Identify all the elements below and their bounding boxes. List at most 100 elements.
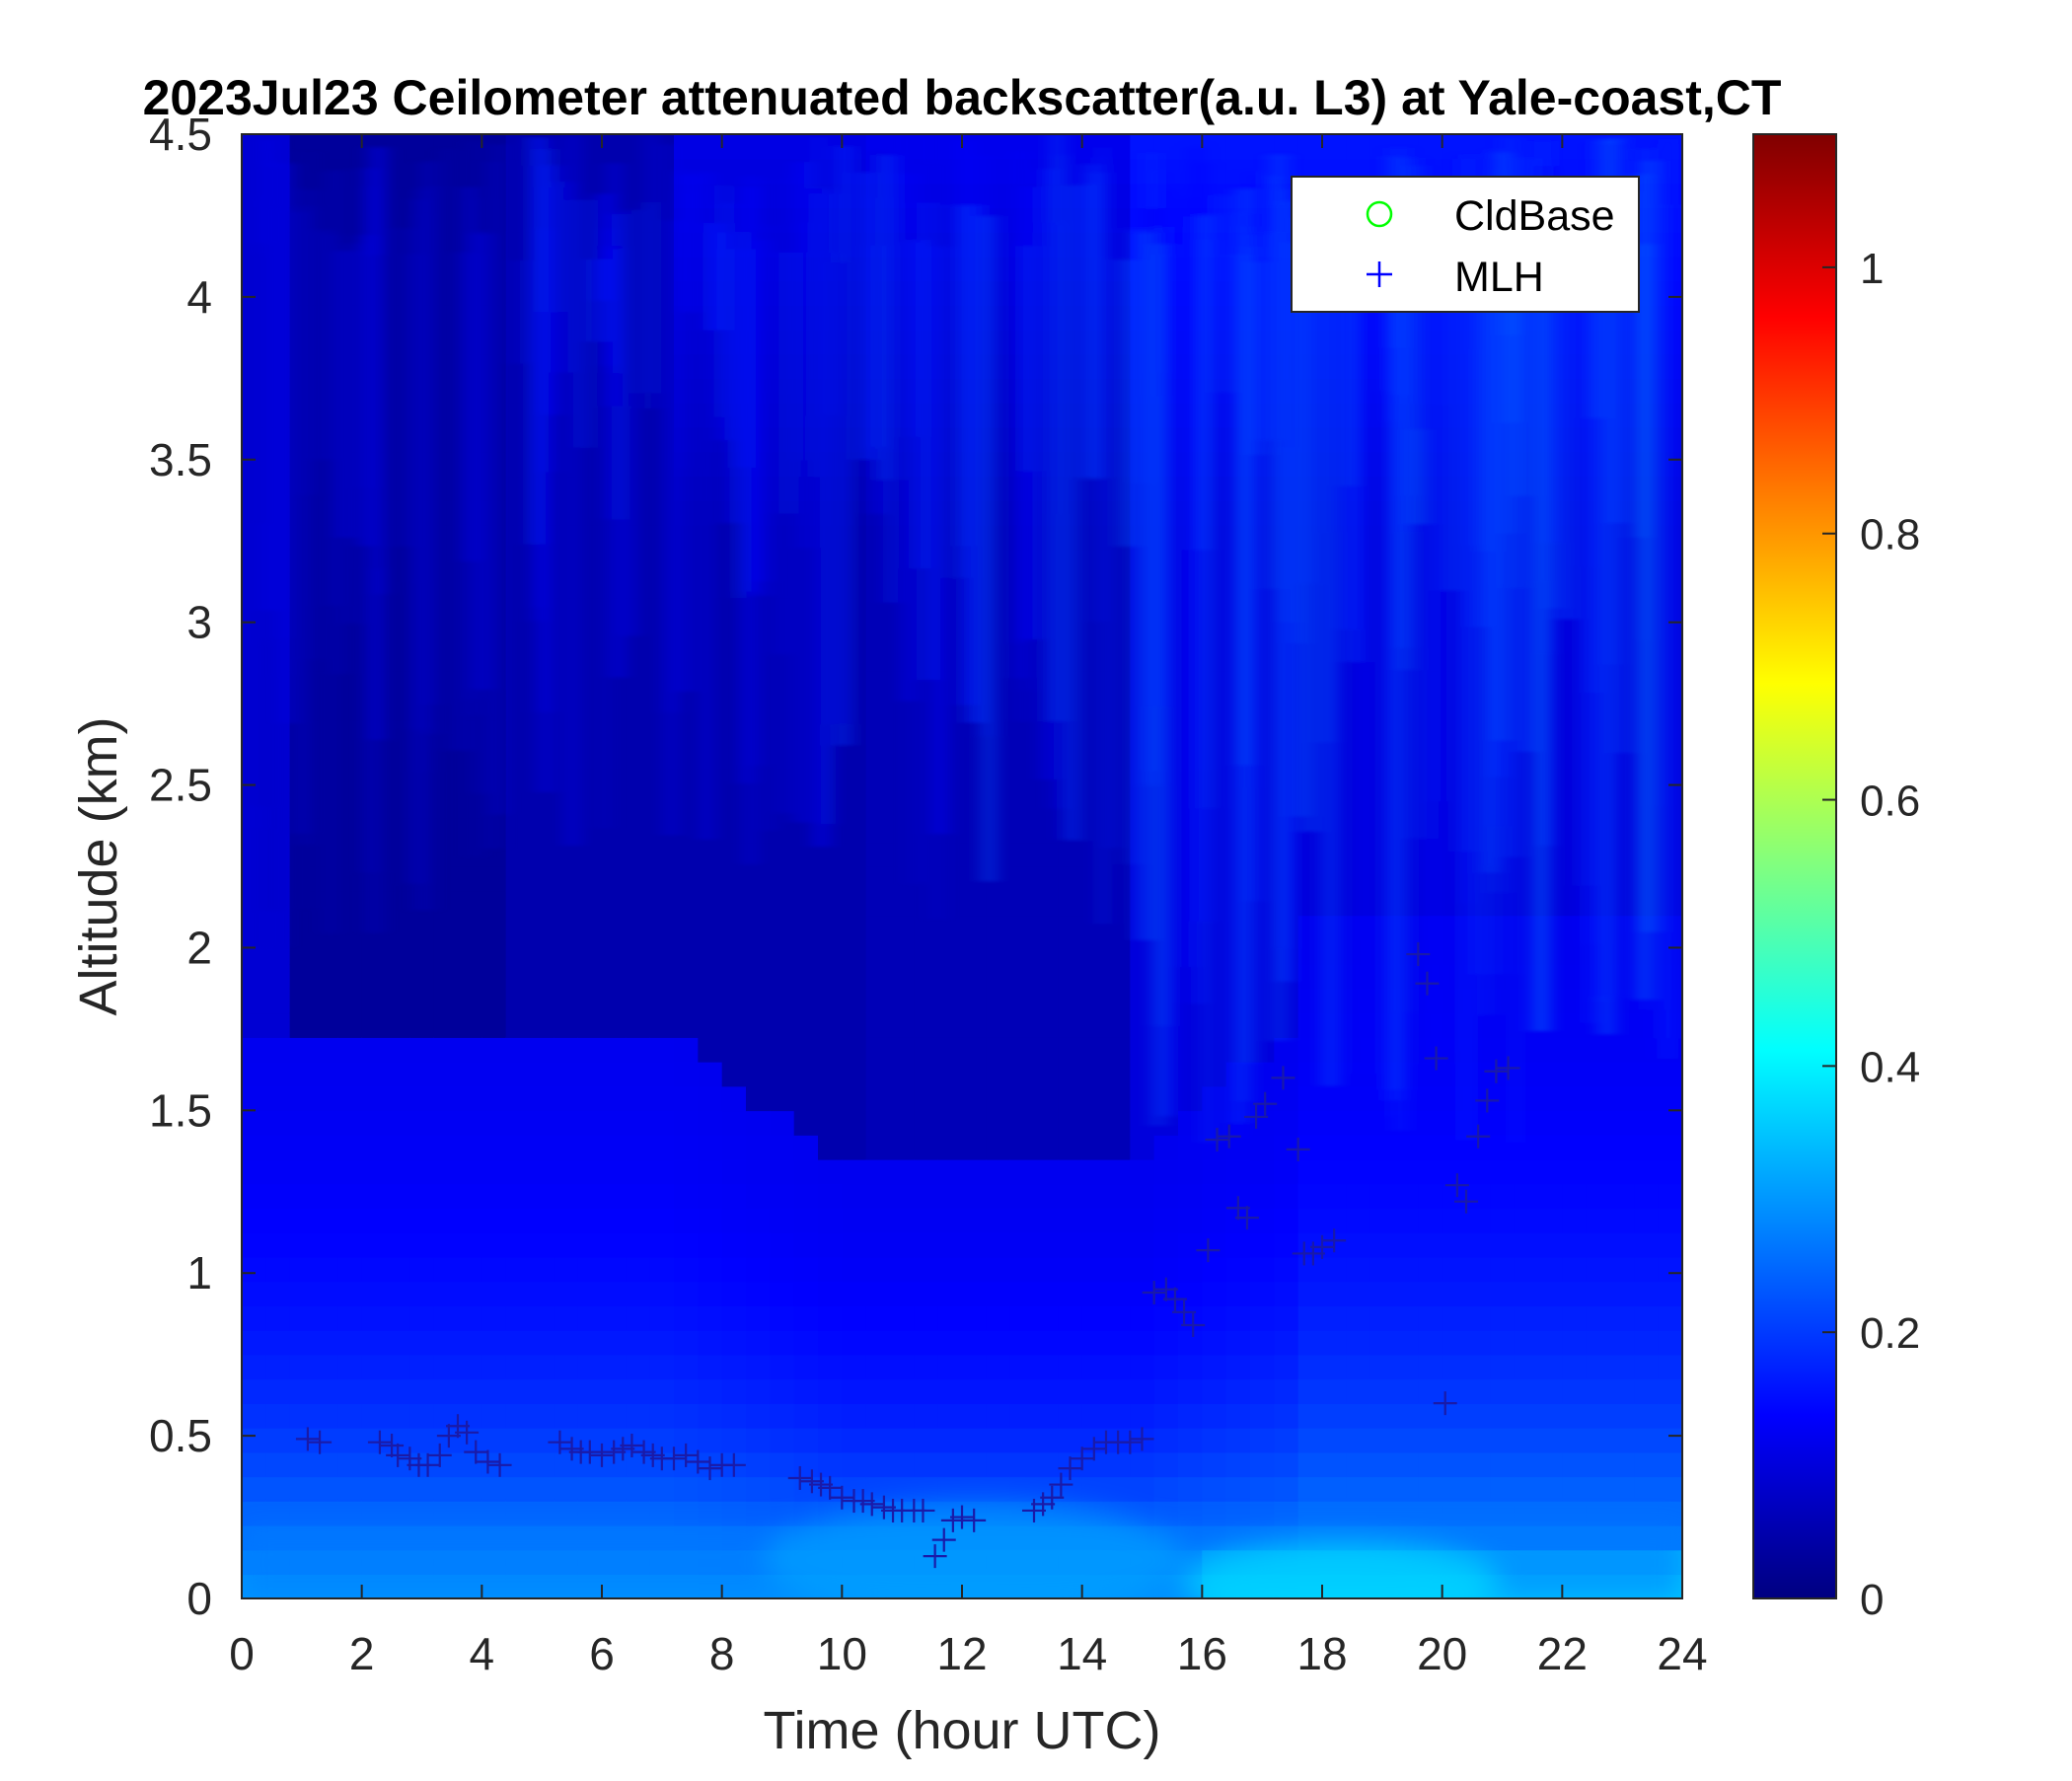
heatmap-cell xyxy=(626,1208,651,1233)
heatmap-cell xyxy=(1274,1158,1299,1185)
heatmap-cell xyxy=(626,817,651,844)
heatmap-cell xyxy=(433,1110,459,1136)
heatmap-cell xyxy=(914,988,939,1014)
heatmap-streak xyxy=(301,205,314,495)
heatmap-cell xyxy=(721,1329,747,1356)
heatmap-cell xyxy=(386,792,411,819)
heatmap-cell xyxy=(481,866,507,892)
heatmap-cell xyxy=(386,353,411,380)
heatmap-streak xyxy=(417,189,430,911)
mlh-point xyxy=(1217,1124,1241,1149)
heatmap-cell xyxy=(890,769,916,794)
heatmap-cell xyxy=(1250,1110,1276,1136)
heatmap-cell xyxy=(698,1208,723,1233)
heatmap-cell xyxy=(242,207,267,233)
heatmap-cell xyxy=(1153,1427,1179,1453)
mlh-point xyxy=(1286,1137,1310,1161)
heatmap-streak xyxy=(1498,152,1508,741)
heatmap-cell xyxy=(289,1232,315,1258)
heatmap-streak xyxy=(1268,232,1273,590)
heatmap-cell xyxy=(1658,1354,1682,1380)
heatmap-cell xyxy=(289,1451,315,1478)
heatmap-cell xyxy=(1658,1110,1682,1136)
heatmap-cell xyxy=(409,988,435,1014)
heatmap-cell xyxy=(721,915,747,940)
heatmap-cell xyxy=(337,792,363,819)
colorbar-tick-label: 1 xyxy=(1860,245,1884,293)
heatmap-cell xyxy=(1058,988,1083,1014)
heatmap-cell xyxy=(1009,1061,1035,1087)
mlh-point xyxy=(559,1437,584,1461)
heatmap-cell xyxy=(793,842,819,867)
heatmap-cell xyxy=(242,1085,267,1112)
heatmap-cell xyxy=(1297,1208,1323,1233)
heatmap-cell xyxy=(626,963,651,990)
heatmap-cell xyxy=(1058,939,1083,965)
heatmap-cell xyxy=(1106,183,1132,208)
heatmap-cell xyxy=(962,939,988,965)
heatmap-cell xyxy=(890,1476,916,1502)
heatmap-cell xyxy=(842,1403,867,1429)
heatmap-cell xyxy=(1610,1208,1636,1233)
heatmap-cell xyxy=(1250,1135,1276,1160)
heatmap-cell xyxy=(1225,134,1251,160)
heatmap-cell xyxy=(314,1354,339,1380)
heatmap-cell xyxy=(1130,1378,1155,1404)
heatmap-cell xyxy=(1418,1329,1443,1356)
heatmap-cell xyxy=(698,1037,723,1063)
heatmap-cell xyxy=(674,1037,700,1063)
heatmap-cell xyxy=(1490,1183,1516,1210)
heatmap-cell xyxy=(1562,1208,1588,1233)
heatmap-cell xyxy=(1202,1232,1227,1258)
heatmap-cell xyxy=(337,671,363,697)
heatmap-cell xyxy=(265,1183,291,1210)
mlh-point xyxy=(1058,1456,1082,1481)
heatmap-cell xyxy=(1586,1476,1611,1502)
heatmap-cell xyxy=(1514,1501,1539,1526)
heatmap-cell xyxy=(649,1354,675,1380)
heatmap-cell xyxy=(1081,963,1107,990)
heatmap-cell xyxy=(1081,1476,1107,1502)
heatmap-cell xyxy=(698,1476,723,1502)
heatmap-cell xyxy=(674,1256,700,1283)
heatmap-cell xyxy=(674,842,700,867)
heatmap-cell xyxy=(242,1110,267,1136)
heatmap-cell xyxy=(530,890,555,917)
heatmap-cell xyxy=(986,1256,1011,1283)
heatmap-cell xyxy=(818,890,844,917)
heatmap-streak xyxy=(1360,243,1369,1075)
heatmap-cell xyxy=(1562,1476,1588,1502)
heatmap-cell xyxy=(433,1037,459,1063)
heatmap-cell xyxy=(314,939,339,965)
heatmap-cell xyxy=(242,842,267,867)
heatmap-cell xyxy=(1009,939,1035,965)
heatmap-cell xyxy=(1178,1110,1204,1136)
heatmap-streak xyxy=(1645,160,1654,932)
heatmap-cell xyxy=(361,939,387,965)
heatmap-cell xyxy=(1610,1354,1636,1380)
heatmap-cell xyxy=(1562,1403,1588,1429)
heatmap-cell xyxy=(1009,1135,1035,1160)
heatmap-streak xyxy=(1388,241,1397,1101)
heatmap-streak xyxy=(1254,261,1263,456)
heatmap-streak xyxy=(960,140,973,705)
heatmap-cell xyxy=(937,1256,963,1283)
heatmap-cell xyxy=(1514,1281,1539,1306)
heatmap-cell xyxy=(1562,134,1588,160)
heatmap-streak xyxy=(282,163,291,724)
heatmap-streak xyxy=(1025,185,1029,691)
heatmap-cell xyxy=(937,1305,963,1331)
heatmap-cell xyxy=(409,1476,435,1502)
heatmap-cell xyxy=(577,378,603,404)
heatmap-cell xyxy=(842,1451,867,1478)
heatmap-cell xyxy=(698,719,723,746)
heatmap-cell xyxy=(770,939,795,965)
heatmap-cell xyxy=(1610,1329,1636,1356)
heatmap-cell xyxy=(698,524,723,551)
heatmap-cell xyxy=(793,1135,819,1160)
mlh-point xyxy=(590,1443,614,1467)
heatmap-cell xyxy=(1538,1135,1564,1160)
heatmap-cell xyxy=(1418,1281,1443,1306)
heatmap-cell xyxy=(1081,1135,1107,1160)
heatmap-cell xyxy=(530,915,555,940)
